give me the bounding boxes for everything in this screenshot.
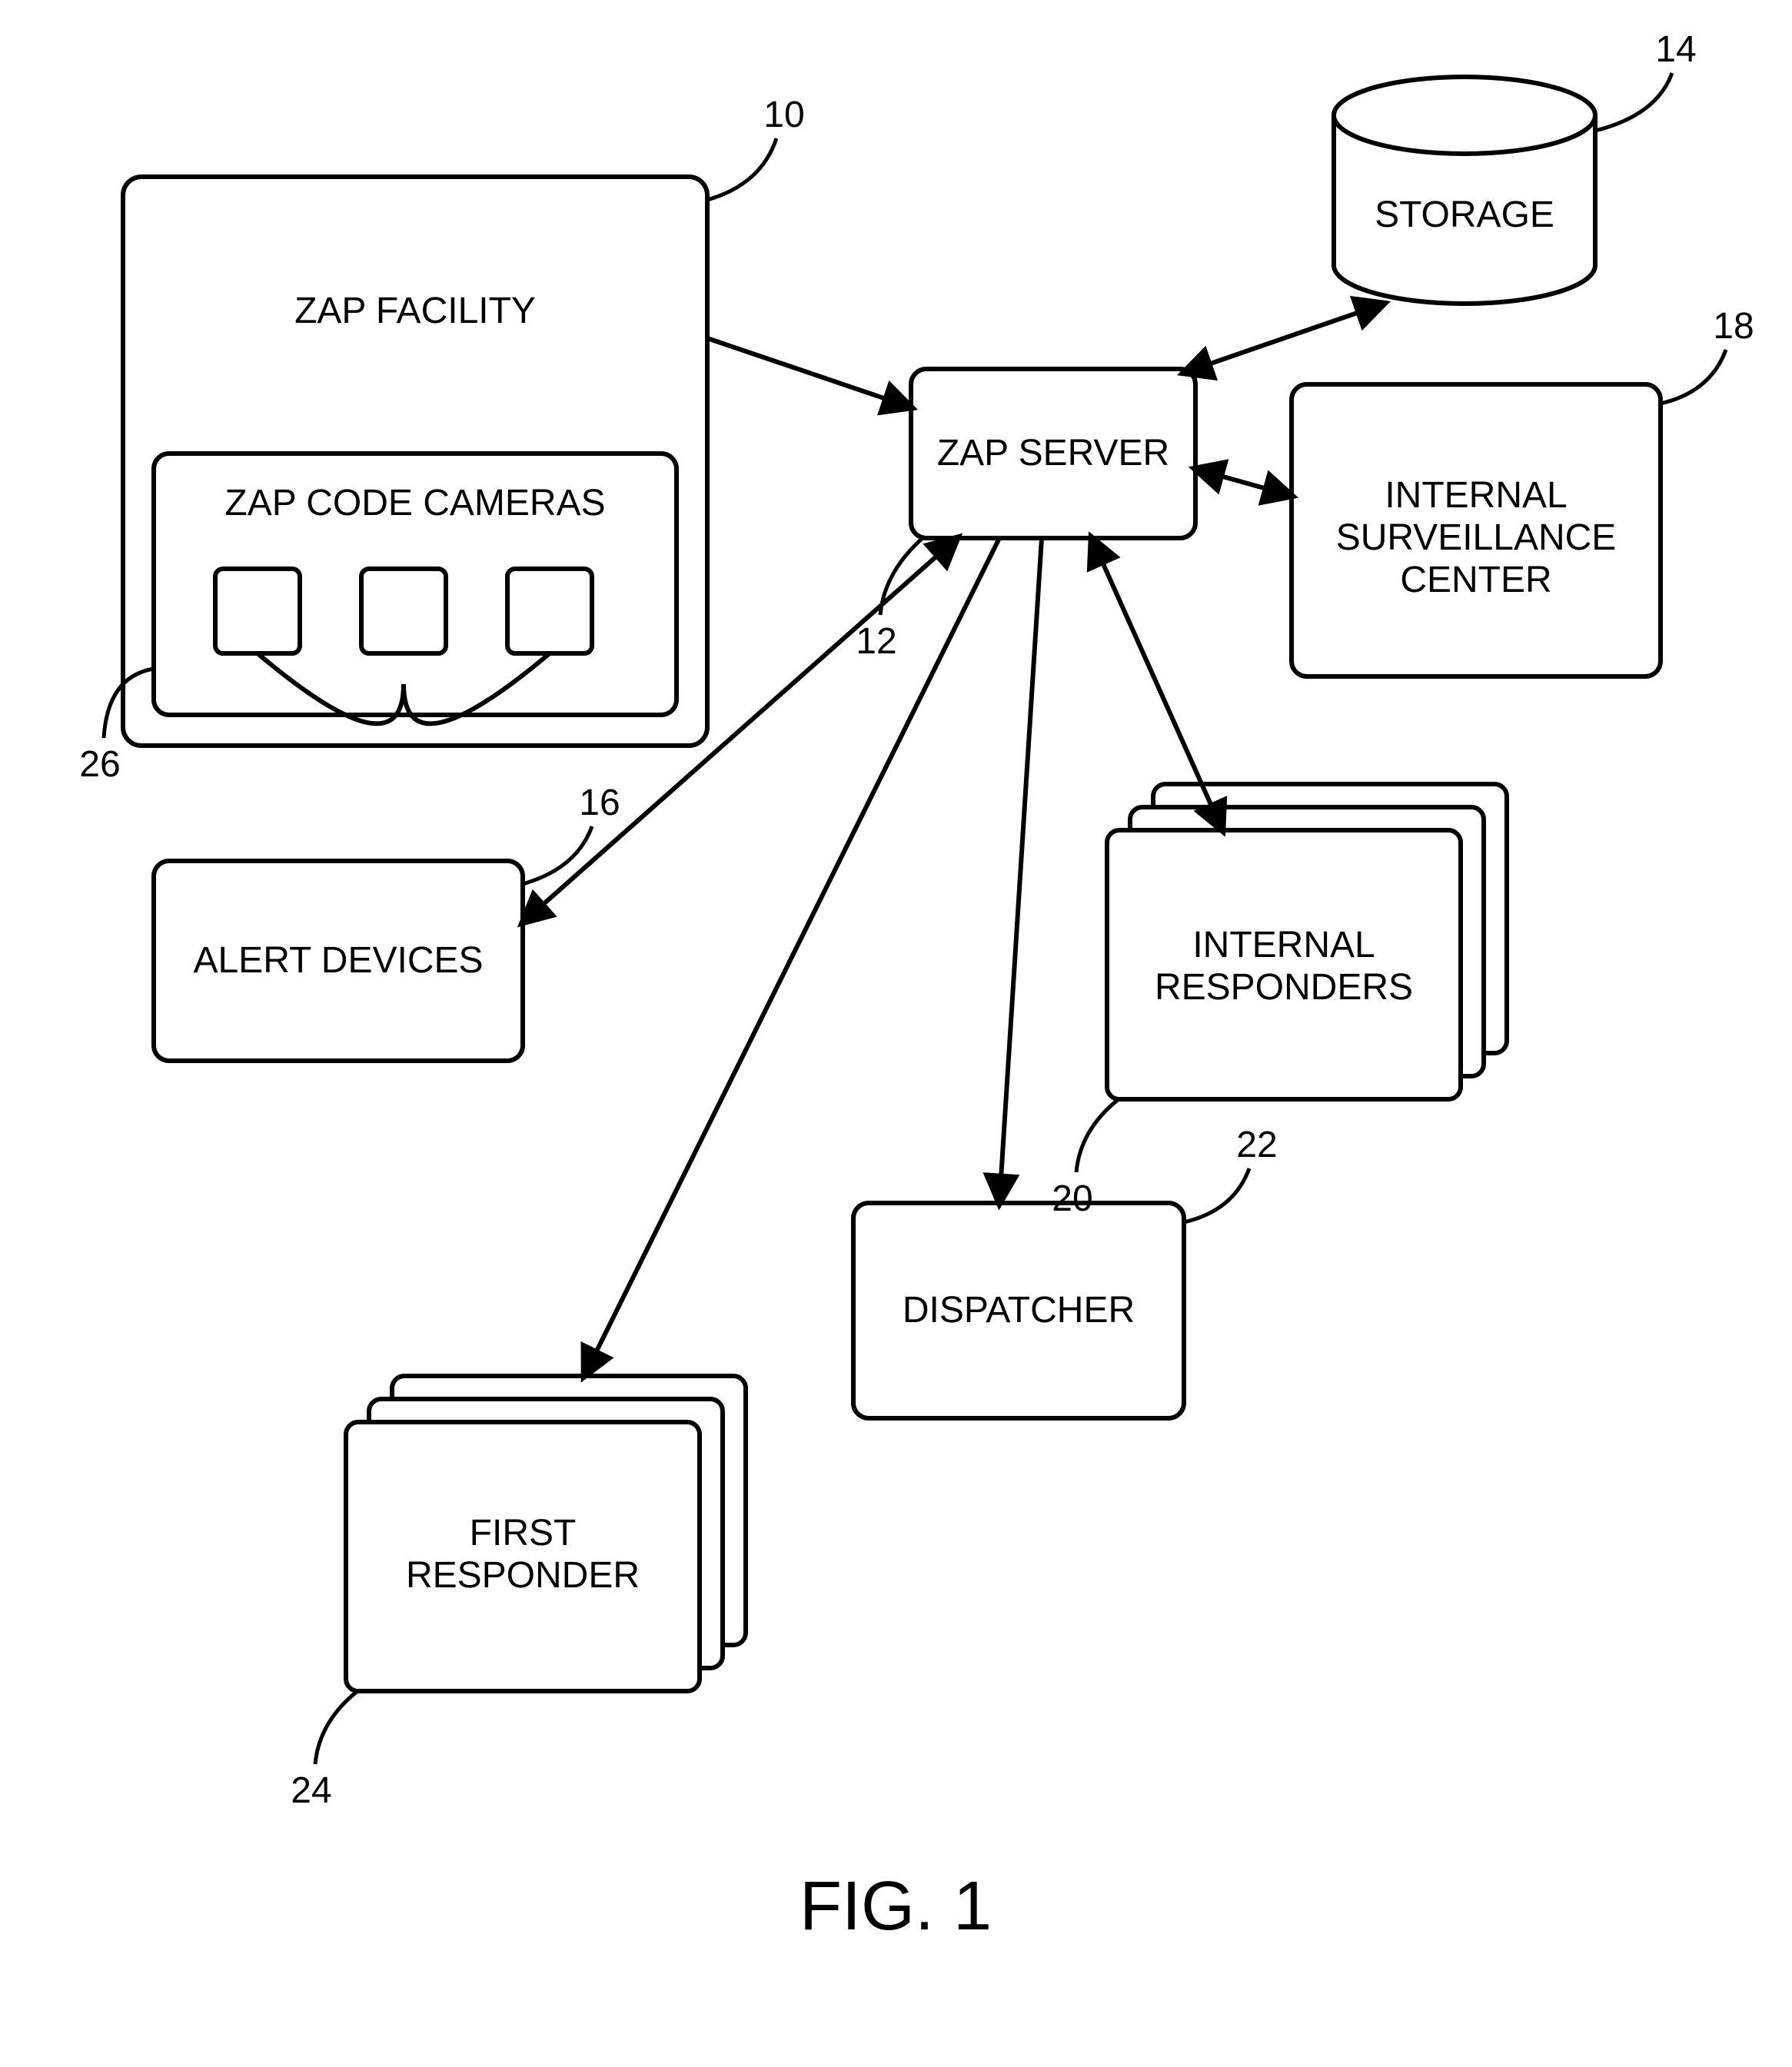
edge-server-dispatcher (999, 538, 1042, 1203)
ref-24-leader (315, 1691, 357, 1764)
ref-18-leader (1661, 350, 1726, 404)
internal-surveillance-l2: SURVEILLANCE (1336, 517, 1617, 558)
ref-24: 24 (291, 1770, 331, 1811)
storage-label: STORAGE (1375, 194, 1554, 235)
ref-10-leader (707, 138, 776, 200)
edge-facility-server (707, 338, 911, 407)
zap-facility-box (123, 177, 707, 746)
edge-server-first-responder (584, 538, 999, 1376)
ref-14: 14 (1655, 29, 1696, 70)
first-responder-l1: FIRST (470, 1513, 577, 1554)
edge-server-storage (1184, 304, 1384, 373)
ref-16-leader (523, 826, 592, 884)
camera-2 (361, 569, 446, 653)
zap-server-label: ZAP SERVER (937, 433, 1169, 474)
edge-server-surveillance (1195, 469, 1292, 496)
figure-label: FIG. 1 (800, 1868, 992, 1945)
ref-16: 16 (579, 783, 620, 823)
ref-26-leader (104, 669, 154, 738)
storage-cylinder (1334, 77, 1595, 304)
edge-alert-server (523, 538, 957, 922)
ref-22-leader (1184, 1168, 1249, 1222)
ref-18: 18 (1713, 306, 1754, 347)
internal-responders-l1: INTERNAL (1192, 925, 1375, 965)
ref-20-leader (1076, 1099, 1119, 1172)
first-responder-l2: RESPONDER (406, 1555, 640, 1596)
dispatcher-label: DISPATCHER (903, 1290, 1135, 1331)
internal-surveillance-l1: INTERNAL (1385, 475, 1567, 516)
ref-26: 26 (79, 744, 120, 785)
camera-1 (215, 569, 300, 653)
ref-10: 10 (763, 95, 804, 135)
ref-12: 12 (856, 621, 896, 662)
ref-20: 20 (1052, 1178, 1092, 1219)
internal-responders-l2: RESPONDERS (1155, 967, 1413, 1008)
ref-22: 22 (1236, 1125, 1277, 1165)
zap-code-cameras-label: ZAP CODE CAMERAS (224, 483, 605, 523)
zap-facility-label: ZAP FACILITY (294, 291, 536, 331)
alert-devices-label: ALERT DEVICES (193, 940, 483, 981)
camera-3 (507, 569, 592, 653)
ref-14-leader (1595, 73, 1672, 131)
internal-surveillance-l3: CENTER (1400, 560, 1551, 600)
